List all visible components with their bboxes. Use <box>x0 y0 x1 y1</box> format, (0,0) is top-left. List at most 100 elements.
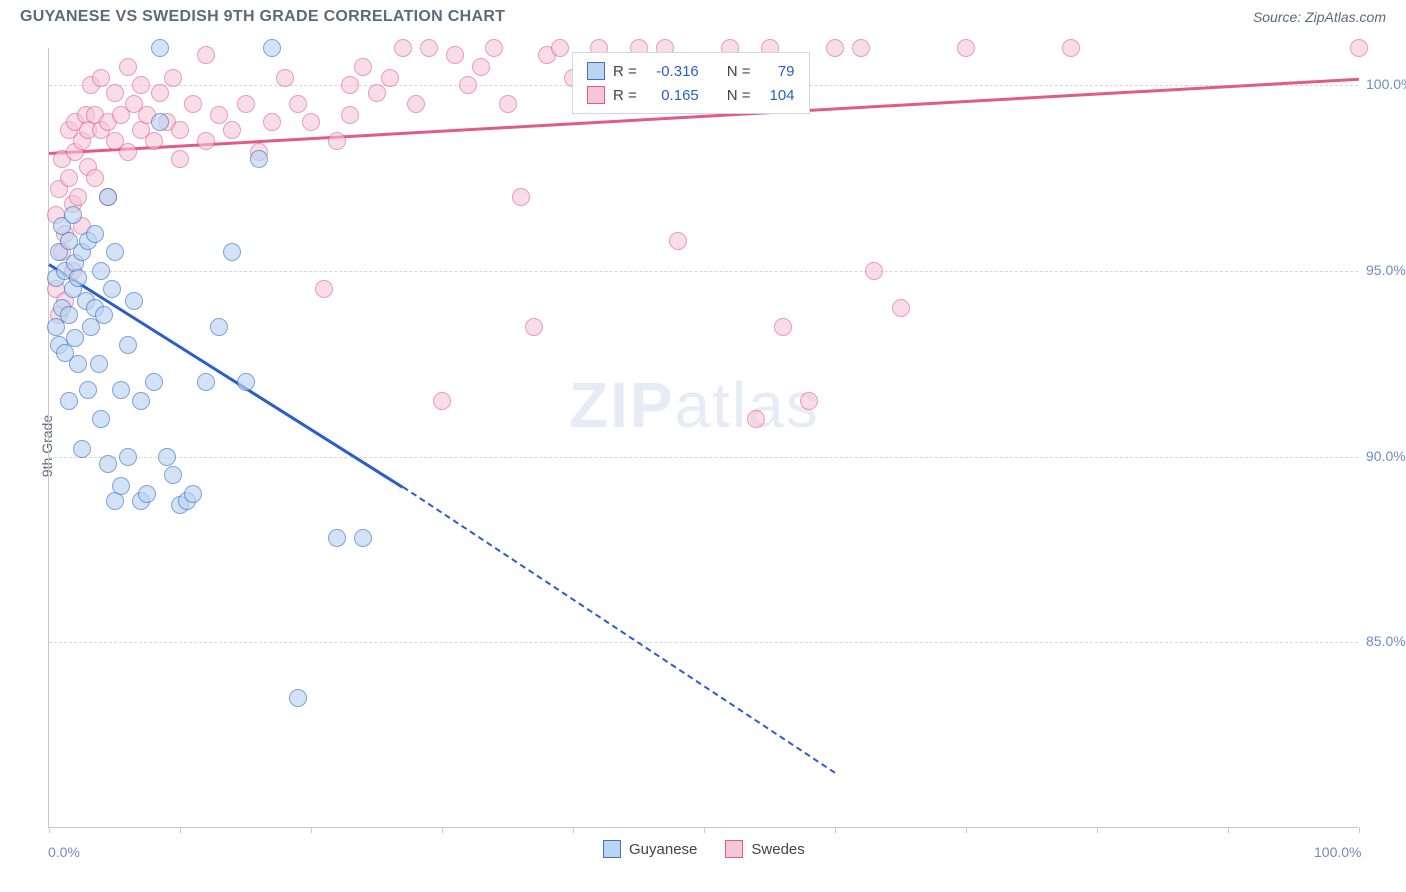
data-point-swedes <box>472 58 490 76</box>
n-value: 104 <box>759 87 795 104</box>
data-point-guyanese <box>151 39 169 57</box>
data-point-swedes <box>852 39 870 57</box>
data-point-guyanese <box>164 466 182 484</box>
data-point-swedes <box>459 76 477 94</box>
data-point-swedes <box>106 84 124 102</box>
data-point-swedes <box>551 39 569 57</box>
x-tick <box>704 827 705 833</box>
data-point-swedes <box>1350 39 1368 57</box>
data-point-swedes <box>485 39 503 57</box>
data-point-swedes <box>315 280 333 298</box>
data-point-swedes <box>328 132 346 150</box>
data-point-swedes <box>197 132 215 150</box>
data-point-guyanese <box>112 477 130 495</box>
data-point-swedes <box>420 39 438 57</box>
data-point-guyanese <box>184 485 202 503</box>
x-tick <box>180 827 181 833</box>
x-tick <box>1097 827 1098 833</box>
data-point-swedes <box>119 58 137 76</box>
r-value: 0.165 <box>645 87 699 104</box>
data-point-swedes <box>394 39 412 57</box>
y-tick-label: 85.0% <box>1366 633 1406 649</box>
chart-plot-area: ZIPatlas <box>48 48 1358 828</box>
data-point-swedes <box>69 188 87 206</box>
data-point-guyanese <box>60 306 78 324</box>
data-point-guyanese <box>95 306 113 324</box>
stats-row-swedes: R = 0.165 N = 104 <box>587 83 795 107</box>
data-point-swedes <box>164 69 182 87</box>
source-label: Source: ZipAtlas.com <box>1253 9 1386 25</box>
data-point-swedes <box>499 95 517 113</box>
data-point-swedes <box>368 84 386 102</box>
data-point-swedes <box>223 121 241 139</box>
data-point-swedes <box>354 58 372 76</box>
data-point-guyanese <box>125 292 143 310</box>
data-point-swedes <box>341 106 359 124</box>
data-point-swedes <box>276 69 294 87</box>
data-point-guyanese <box>112 381 130 399</box>
swatch-guyanese <box>603 840 621 858</box>
legend-label: Guyanese <box>629 841 697 858</box>
gridline <box>49 271 1358 272</box>
data-point-guyanese <box>197 373 215 391</box>
r-label: R = <box>613 63 637 80</box>
x-tick <box>1228 827 1229 833</box>
n-label: N = <box>727 87 751 104</box>
data-point-guyanese <box>92 410 110 428</box>
n-value: 79 <box>759 63 795 80</box>
x-tick-label: 0.0% <box>48 844 80 860</box>
gridline <box>49 457 1358 458</box>
r-value: -0.316 <box>645 63 699 80</box>
data-point-swedes <box>237 95 255 113</box>
data-point-guyanese <box>119 336 137 354</box>
trend-line <box>48 264 403 489</box>
data-point-swedes <box>145 132 163 150</box>
swatch-swedes <box>587 86 605 104</box>
data-point-swedes <box>263 113 281 131</box>
chart-title: GUYANESE VS SWEDISH 9TH GRADE CORRELATIO… <box>20 8 505 26</box>
r-label: R = <box>613 87 637 104</box>
data-point-swedes <box>800 392 818 410</box>
gridline <box>49 642 1358 643</box>
data-point-guyanese <box>151 113 169 131</box>
data-point-guyanese <box>354 529 372 547</box>
data-point-swedes <box>119 143 137 161</box>
data-point-swedes <box>826 39 844 57</box>
data-point-guyanese <box>250 150 268 168</box>
data-point-swedes <box>132 76 150 94</box>
watermark: ZIPatlas <box>569 368 820 442</box>
data-point-swedes <box>433 392 451 410</box>
data-point-swedes <box>184 95 202 113</box>
data-point-guyanese <box>138 485 156 503</box>
data-point-guyanese <box>328 529 346 547</box>
legend-label: Swedes <box>751 841 804 858</box>
data-point-guyanese <box>210 318 228 336</box>
y-tick-label: 100.0% <box>1366 76 1406 92</box>
x-tick <box>573 827 574 833</box>
stats-row-guyanese: R = -0.316 N = 79 <box>587 59 795 83</box>
data-point-guyanese <box>119 448 137 466</box>
data-point-guyanese <box>60 392 78 410</box>
data-point-guyanese <box>223 243 241 261</box>
data-point-guyanese <box>99 455 117 473</box>
data-point-swedes <box>92 69 110 87</box>
y-tick-label: 95.0% <box>1366 262 1406 278</box>
data-point-swedes <box>1062 39 1080 57</box>
data-point-swedes <box>86 169 104 187</box>
data-point-guyanese <box>289 689 307 707</box>
data-point-swedes <box>171 121 189 139</box>
data-point-swedes <box>892 299 910 317</box>
n-label: N = <box>727 63 751 80</box>
data-point-swedes <box>957 39 975 57</box>
data-point-guyanese <box>103 280 121 298</box>
y-tick-label: 90.0% <box>1366 448 1406 464</box>
data-point-guyanese <box>79 381 97 399</box>
data-point-guyanese <box>64 206 82 224</box>
bottom-legend: Guyanese Swedes <box>603 840 805 858</box>
data-point-guyanese <box>106 243 124 261</box>
data-point-guyanese <box>99 188 117 206</box>
data-point-swedes <box>60 169 78 187</box>
data-point-swedes <box>407 95 425 113</box>
x-tick <box>49 827 50 833</box>
data-point-swedes <box>197 46 215 64</box>
